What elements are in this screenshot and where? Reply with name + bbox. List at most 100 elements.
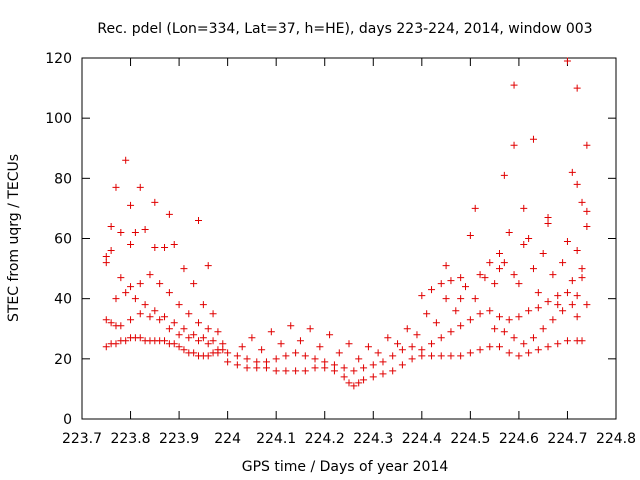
data-point xyxy=(563,238,571,246)
data-point xyxy=(554,301,562,309)
data-point xyxy=(428,286,436,294)
data-point xyxy=(195,319,203,327)
data-point xyxy=(296,337,304,345)
data-point xyxy=(491,280,499,288)
data-point xyxy=(462,283,470,291)
data-point xyxy=(107,247,115,255)
data-point xyxy=(122,337,130,345)
data-point xyxy=(175,343,183,351)
data-point xyxy=(340,364,348,372)
data-point xyxy=(156,280,164,288)
data-point xyxy=(447,277,455,285)
data-point xyxy=(316,343,324,351)
data-point xyxy=(437,280,445,288)
data-point xyxy=(161,313,169,321)
x-tick-label: 224.1 xyxy=(256,431,296,447)
data-point xyxy=(209,337,217,345)
data-point xyxy=(476,271,484,279)
data-point xyxy=(520,241,528,249)
data-point xyxy=(529,265,537,273)
data-point xyxy=(379,358,387,366)
data-point xyxy=(262,364,270,372)
data-point xyxy=(510,271,518,279)
data-point xyxy=(233,361,241,369)
data-point xyxy=(510,334,518,342)
data-point xyxy=(136,310,144,318)
data-point xyxy=(127,201,135,209)
data-point xyxy=(321,364,329,372)
data-point xyxy=(151,244,159,252)
data-point xyxy=(437,334,445,342)
data-point xyxy=(330,361,338,369)
data-point xyxy=(326,331,334,339)
data-point xyxy=(428,340,436,348)
data-point xyxy=(442,295,450,303)
data-point xyxy=(481,274,489,282)
data-point xyxy=(204,352,212,360)
data-point xyxy=(185,334,193,342)
data-point xyxy=(112,340,120,348)
data-point xyxy=(214,328,222,336)
data-point xyxy=(335,349,343,357)
data-point xyxy=(253,364,261,372)
data-point xyxy=(539,325,547,333)
data-point xyxy=(544,298,552,306)
y-tick-label: 120 xyxy=(45,51,72,67)
data-point xyxy=(272,367,280,375)
data-point xyxy=(170,340,178,348)
data-point xyxy=(180,325,188,333)
data-point xyxy=(457,295,465,303)
data-point xyxy=(282,352,290,360)
data-point xyxy=(141,225,149,233)
data-point xyxy=(544,343,552,351)
y-tick-label: 0 xyxy=(63,412,72,428)
data-point xyxy=(306,325,314,333)
data-point xyxy=(534,304,542,312)
data-point xyxy=(107,319,115,327)
data-point xyxy=(539,250,547,258)
data-point xyxy=(495,313,503,321)
data-point xyxy=(525,307,533,315)
x-tick-label: 223.9 xyxy=(159,431,199,447)
data-point xyxy=(583,222,591,230)
data-point xyxy=(292,349,300,357)
x-tick-label: 224.5 xyxy=(450,431,490,447)
data-point xyxy=(102,259,110,267)
y-tick-label: 100 xyxy=(45,111,72,127)
data-point xyxy=(321,358,329,366)
data-point xyxy=(204,262,212,270)
data-point xyxy=(199,301,207,309)
data-point xyxy=(311,355,319,363)
data-point xyxy=(549,271,557,279)
y-tick-label: 60 xyxy=(54,232,72,248)
data-point xyxy=(525,235,533,242)
x-tick-label: 224.7 xyxy=(547,431,587,447)
data-point xyxy=(466,316,474,324)
data-point xyxy=(578,265,586,273)
data-point xyxy=(573,247,581,255)
data-point xyxy=(534,289,542,297)
data-point xyxy=(515,352,523,360)
data-point xyxy=(529,334,537,342)
data-point xyxy=(500,259,508,267)
data-point xyxy=(447,328,455,336)
data-point xyxy=(170,241,178,249)
data-point xyxy=(360,376,368,384)
data-point xyxy=(214,346,222,354)
data-point xyxy=(495,250,503,258)
data-point xyxy=(428,352,436,360)
data-point xyxy=(452,307,460,315)
x-tick-label: 224.8 xyxy=(596,431,636,447)
data-point xyxy=(360,364,368,372)
data-point xyxy=(573,313,581,321)
data-point xyxy=(224,358,232,366)
data-point xyxy=(117,228,125,236)
data-point xyxy=(112,295,120,303)
data-point xyxy=(515,313,523,321)
data-point xyxy=(350,382,358,390)
data-point xyxy=(520,204,528,212)
data-point xyxy=(447,352,455,360)
data-point xyxy=(301,352,309,360)
data-point xyxy=(127,316,135,324)
data-point xyxy=(127,241,135,249)
